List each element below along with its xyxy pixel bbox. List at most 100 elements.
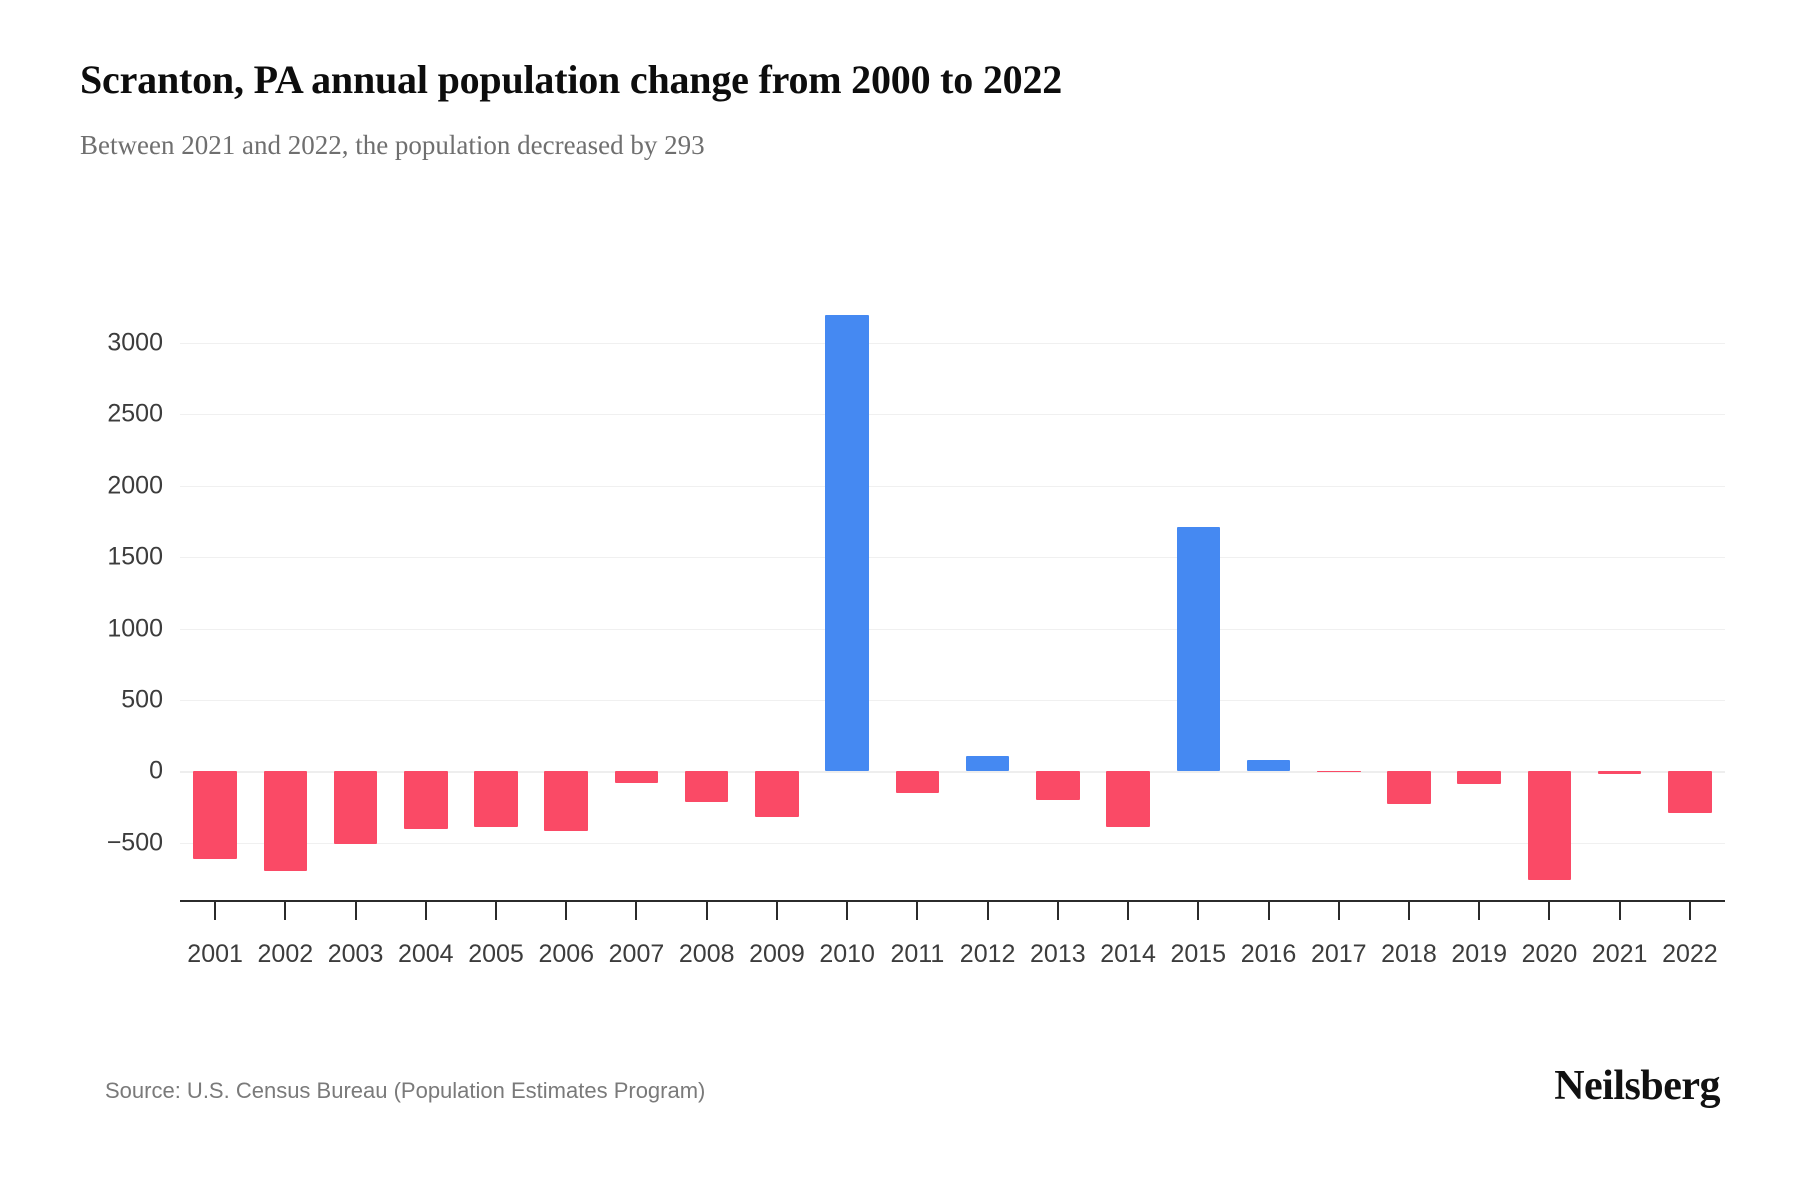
gridline	[180, 342, 1725, 344]
bar-series	[180, 300, 1725, 900]
x-axis-tick-mark	[635, 900, 638, 920]
y-axis-tick-label: 1500	[107, 542, 163, 571]
bar-column[interactable]	[333, 300, 378, 900]
bar-column[interactable]	[965, 300, 1010, 900]
bar-negative[interactable]	[1316, 771, 1361, 773]
gridline	[180, 485, 1725, 487]
x-axis-tick-label: 2012	[959, 940, 1016, 968]
bar-column[interactable]	[544, 300, 588, 900]
bar-column[interactable]	[895, 300, 940, 900]
gridline	[180, 842, 1725, 844]
bar-column[interactable]	[474, 300, 518, 900]
bar-negative[interactable]	[755, 771, 799, 818]
y-axis-tick-label: 500	[121, 685, 163, 714]
bar-column[interactable]	[1316, 300, 1361, 900]
bar-column[interactable]	[825, 300, 869, 900]
x-axis-tick-label: 2009	[749, 940, 805, 968]
bar-column[interactable]	[1036, 300, 1080, 900]
bar-column[interactable]	[1527, 300, 1572, 900]
x-axis-line	[180, 900, 1725, 902]
bar-negative[interactable]	[614, 771, 659, 783]
x-axis-tick-label: 2022	[1662, 940, 1718, 968]
bar-negative[interactable]	[333, 771, 378, 845]
bar-negative[interactable]	[1527, 771, 1572, 880]
bar-negative[interactable]	[1036, 771, 1080, 800]
bar-column[interactable]	[1246, 300, 1291, 900]
bar-negative[interactable]	[1668, 771, 1712, 814]
bar-column[interactable]	[404, 300, 448, 900]
x-axis-tick-mark	[1688, 900, 1691, 920]
bar-column[interactable]	[1457, 300, 1501, 900]
gridline	[180, 414, 1725, 416]
bar-positive[interactable]	[1246, 760, 1291, 772]
x-axis-tick-label: 2003	[327, 940, 384, 968]
x-axis-tick-mark	[1127, 900, 1130, 920]
x-axis-tick-label: 2005	[468, 940, 524, 968]
x-axis-tick-label: 2014	[1100, 940, 1156, 968]
y-axis-tick-label: 0	[149, 756, 163, 785]
bar-positive[interactable]	[1176, 527, 1221, 772]
bar-negative[interactable]	[544, 771, 588, 832]
x-axis-tick-mark	[1267, 900, 1270, 920]
gridline	[180, 700, 1725, 701]
page-title: Scranton, PA annual population change fr…	[80, 57, 1063, 102]
bar-negative[interactable]	[1457, 771, 1501, 785]
bar-negative[interactable]	[895, 771, 940, 793]
bar-negative[interactable]	[404, 771, 448, 829]
x-axis-tick-mark	[1407, 900, 1410, 920]
x-axis-tick-mark	[1337, 900, 1340, 920]
bar-negative[interactable]	[474, 771, 518, 828]
y-axis-tick-label: 3000	[107, 328, 163, 357]
source-note: Source: U.S. Census Bureau (Population E…	[105, 1078, 706, 1103]
gridline	[180, 557, 1725, 559]
bar-column[interactable]	[193, 300, 237, 900]
x-axis-tick-mark	[354, 900, 357, 920]
x-axis-tick-label: 2004	[397, 940, 454, 968]
bar-negative[interactable]	[1597, 771, 1642, 775]
bar-negative[interactable]	[263, 771, 308, 872]
x-axis-tick-mark	[705, 900, 708, 920]
x-axis-tick-label: 2001	[187, 940, 243, 968]
gridline	[180, 628, 1725, 630]
zero-line	[180, 771, 1725, 773]
x-axis-tick-mark	[1548, 900, 1551, 920]
bar-column[interactable]	[1597, 300, 1642, 900]
y-axis-tick-label: 2500	[107, 399, 163, 428]
x-axis-tick-label: 2021	[1591, 940, 1648, 968]
x-axis-tick-mark	[214, 900, 217, 920]
bar-positive[interactable]	[825, 314, 869, 772]
bar-negative[interactable]	[1387, 771, 1431, 805]
bar-column[interactable]	[1176, 300, 1221, 900]
bar-column[interactable]	[1387, 300, 1431, 900]
bar-column[interactable]	[684, 300, 729, 900]
x-axis-tick-mark	[846, 900, 849, 920]
x-axis-tick-label: 2011	[890, 940, 945, 968]
bar-column[interactable]	[263, 300, 308, 900]
x-axis-tick-mark	[284, 900, 287, 920]
x-axis-tick-label: 2013	[1030, 940, 1086, 968]
x-axis-tick-mark	[775, 900, 778, 920]
x-axis-tick-label: 2002	[257, 940, 314, 968]
page-subtitle: Between 2021 and 2022, the population de…	[80, 130, 705, 160]
bar-negative[interactable]	[193, 771, 237, 859]
bar-column[interactable]	[755, 300, 799, 900]
bar-negative[interactable]	[1106, 771, 1150, 828]
x-axis-tick-mark	[1056, 900, 1059, 920]
bar-column[interactable]	[614, 300, 659, 900]
plot-area: 3000 2500 2000 1500 1000 500 0 −500	[107, 300, 1725, 900]
bar-column[interactable]	[1106, 300, 1150, 900]
bar-positive[interactable]	[965, 755, 1010, 772]
x-axis-tick-mark	[1618, 900, 1621, 920]
y-axis-tick-label: 2000	[107, 471, 163, 500]
bar-negative[interactable]	[684, 771, 729, 803]
x-axis-tick-label: 2006	[538, 940, 595, 968]
x-axis-tick-mark	[424, 900, 427, 920]
x-axis-tick-label: 2016	[1240, 940, 1297, 968]
x-axis-tick-mark	[1197, 900, 1200, 920]
x-axis-tick-label: 2018	[1381, 940, 1437, 968]
x-axis-tick-label: 2020	[1521, 940, 1578, 968]
x-axis-tick-label: 2007	[608, 940, 665, 968]
x-axis-tick-mark	[1478, 900, 1481, 920]
bar-column[interactable]	[1668, 300, 1712, 900]
